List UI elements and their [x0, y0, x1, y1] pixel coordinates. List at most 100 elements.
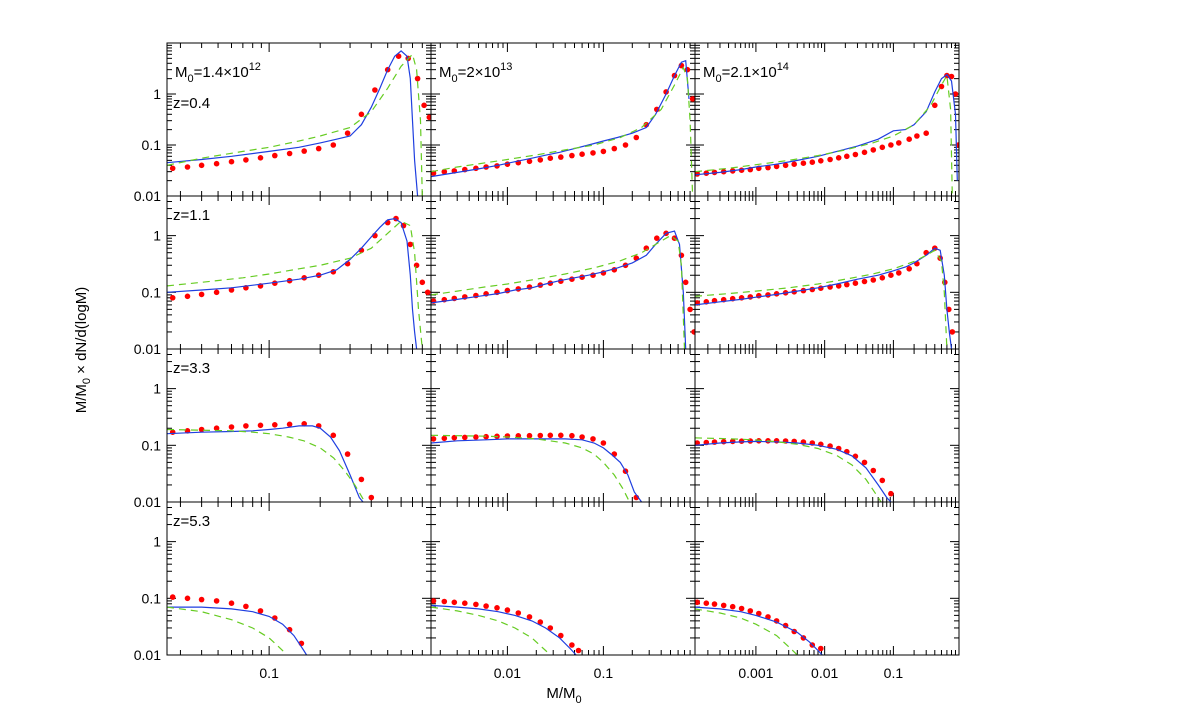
m0-label-sub: 0: [452, 73, 458, 85]
m0-label: M0=2×1013: [439, 61, 512, 85]
data-point: [301, 148, 308, 154]
data-point: [462, 600, 468, 606]
y-tick-label: 1: [153, 534, 161, 550]
data-point: [330, 142, 337, 148]
data-point: [906, 136, 912, 142]
series-group: [167, 50, 431, 196]
data-point: [286, 626, 293, 633]
data-point: [948, 73, 955, 80]
data-point: [835, 283, 842, 289]
dashed-line: [431, 66, 694, 196]
panel-r1-c0: 0.01 0.1 1 z=1.1: [134, 195, 432, 357]
data-point: [169, 594, 176, 600]
data-point: [526, 158, 533, 165]
data-point: [494, 605, 500, 611]
solid-line: [167, 606, 308, 655]
data-point: [558, 154, 564, 160]
data-point: [800, 160, 807, 166]
data-point: [809, 159, 816, 165]
data-point: [547, 155, 554, 161]
z-label: z=3.3: [173, 360, 210, 377]
m0-label-sub: 0: [188, 73, 194, 85]
data-point: [923, 130, 929, 136]
data-point: [569, 642, 575, 648]
data-point: [633, 134, 640, 141]
dashed-line: [431, 606, 552, 655]
solid-line: [695, 73, 958, 181]
data-point: [682, 279, 689, 286]
data-point: [441, 168, 448, 175]
data-point: [738, 605, 745, 612]
panel-r0-c0: 0.01 0.1 1 z=0.4 M0=1.4×1012: [134, 42, 432, 204]
data-point: [537, 157, 544, 163]
data-point: [526, 614, 533, 620]
x-tick-label: 0.1: [884, 665, 904, 681]
data-point: [228, 600, 235, 606]
data-point: [228, 287, 235, 293]
data-point: [579, 151, 585, 157]
x-axis-title-sub: 0: [576, 694, 582, 706]
x-tick-label: 0.1: [259, 665, 279, 681]
panel-frame: [430, 348, 696, 503]
series-group: [695, 599, 824, 655]
data-point: [358, 111, 365, 118]
series-group: [167, 421, 375, 502]
data-point: [407, 241, 414, 248]
data-point: [870, 467, 877, 474]
data-point: [441, 435, 448, 442]
data-point: [818, 645, 824, 652]
data-point: [844, 153, 850, 160]
data-point: [228, 158, 235, 165]
data-point: [344, 130, 351, 136]
data-point: [888, 272, 894, 279]
series-group: [431, 230, 695, 349]
data-point: [483, 433, 489, 440]
m0-label-pre: M: [439, 64, 452, 81]
data-point: [198, 426, 205, 433]
data-point: [286, 150, 293, 157]
panel-r0-c2: M0=2.1×1014: [694, 42, 960, 197]
series-group: [431, 432, 643, 502]
data-point: [213, 425, 220, 432]
data-point: [344, 451, 351, 457]
data-point: [184, 164, 191, 170]
data-point: [765, 164, 771, 171]
data-point: [184, 595, 191, 602]
data-point: [431, 436, 437, 442]
data-point: [861, 459, 868, 466]
data-point: [504, 433, 511, 439]
panel-r1-c2: [694, 195, 960, 350]
data-point: [473, 601, 479, 608]
data-point: [169, 429, 176, 436]
series-group: [167, 215, 431, 349]
data-point: [257, 608, 264, 614]
data-point: [451, 599, 458, 606]
data-point: [791, 161, 797, 167]
data-point: [243, 423, 249, 429]
data-point: [198, 162, 205, 169]
solid-line: [431, 438, 643, 502]
z-label: z=0.4: [173, 95, 210, 112]
m0-label-mid: =1.4×10: [194, 64, 249, 81]
m0-label: M0=1.4×1012: [175, 61, 261, 85]
data-point: [896, 140, 902, 146]
data-point: [949, 329, 956, 335]
y-tick-label: 0.1: [142, 284, 162, 300]
panel-frame: [430, 501, 696, 656]
data-point: [914, 133, 920, 139]
data-point: [537, 432, 544, 439]
series-group: [431, 59, 695, 196]
data-point: [257, 422, 264, 429]
y-tick-label: 1: [153, 86, 161, 102]
data-point: [590, 150, 596, 156]
data-point: [870, 147, 877, 153]
y-tick-label: 1: [153, 381, 161, 397]
z-label: z=5.3: [173, 513, 210, 530]
panel-r0-c1: M0=2×1013: [430, 42, 696, 197]
data-point: [243, 157, 249, 163]
data-point: [952, 91, 959, 97]
data-point: [852, 151, 859, 158]
panel-frame: [694, 348, 960, 503]
data-point: [473, 165, 479, 172]
